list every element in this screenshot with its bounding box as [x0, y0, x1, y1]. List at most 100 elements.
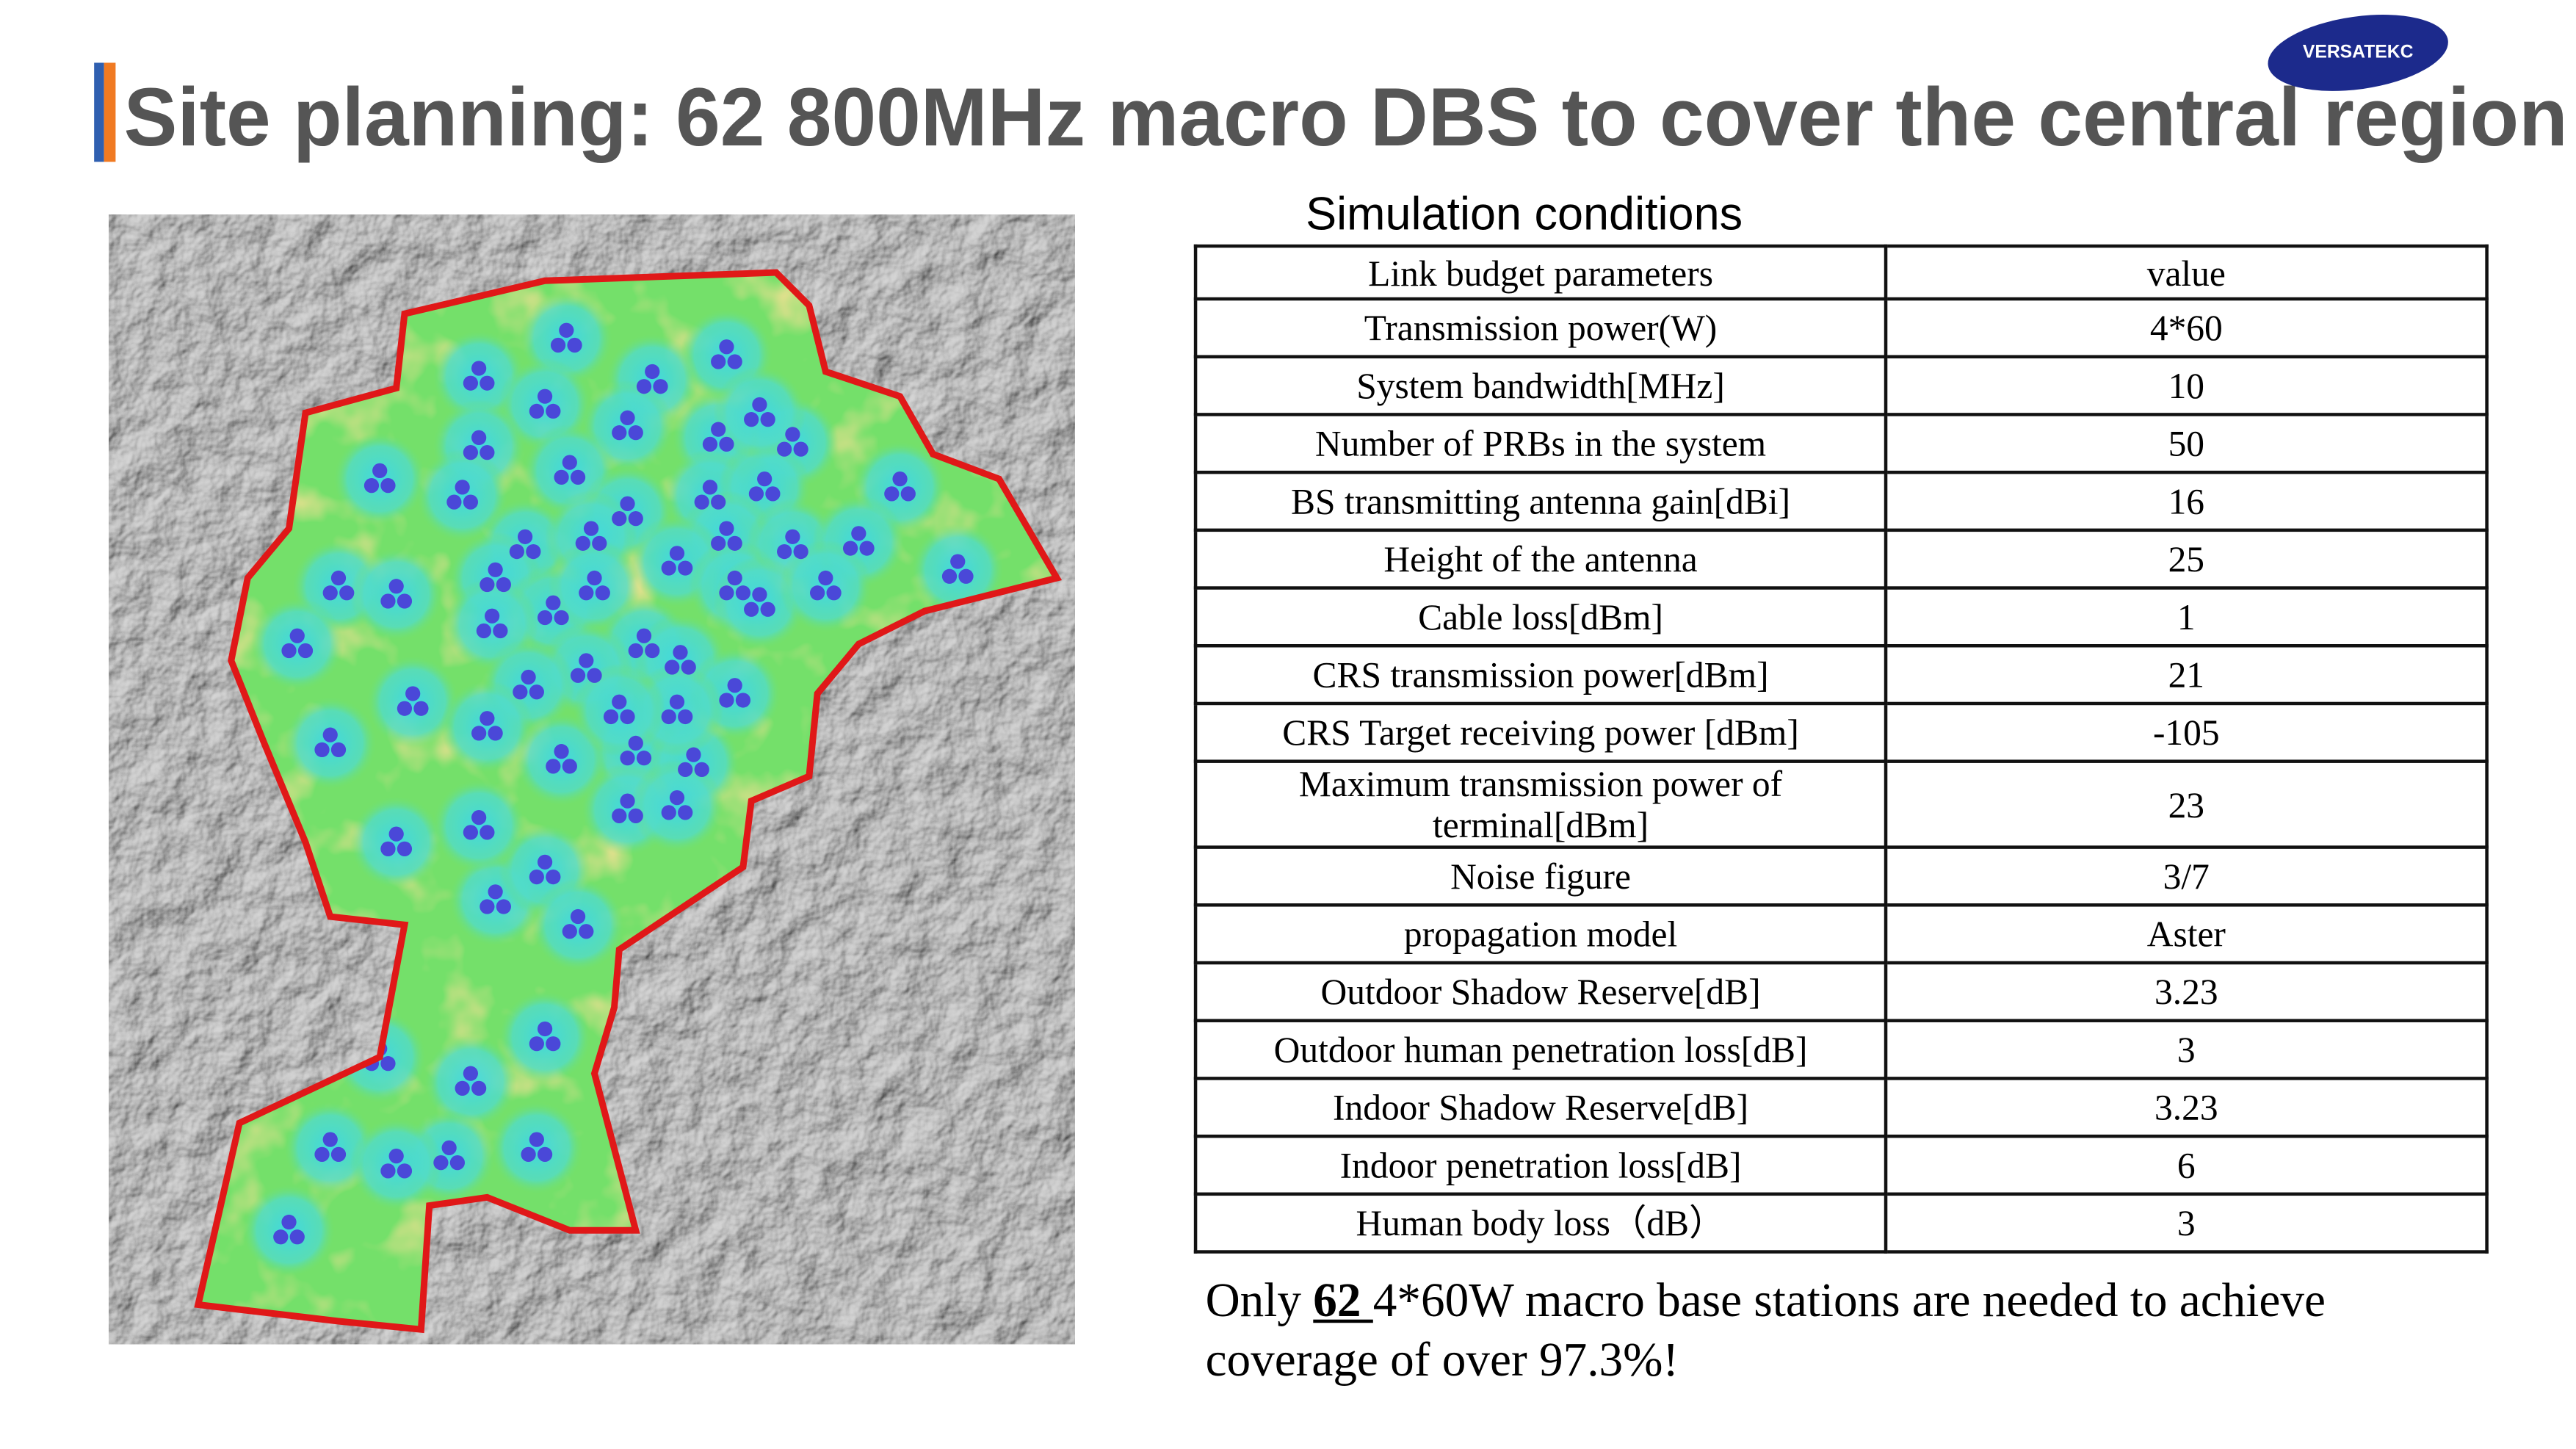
site-marker	[777, 529, 808, 560]
coverage-zone	[333, 433, 427, 526]
site-marker	[612, 793, 643, 823]
site-marker	[628, 628, 660, 659]
row: Cable loss[dBm] 1	[1193, 586, 2489, 648]
site-marker	[661, 790, 693, 820]
coverage-zone	[350, 548, 443, 641]
site-marker	[455, 1066, 487, 1096]
highlight: 62	[1313, 1275, 1373, 1328]
cell: propagation model	[1193, 903, 1888, 965]
row: Human body loss（dB） 3	[1193, 1192, 2489, 1254]
cell: System bandwidth[MHz]	[1193, 355, 1888, 416]
logo-text: VERSATEKC	[2303, 43, 2414, 62]
cell: 3/7	[1884, 845, 2489, 907]
row: Height of the antenna 25	[1193, 528, 2489, 590]
site-marker	[314, 1132, 347, 1162]
parameters-table: Link budget parameters value Transmission …	[1193, 244, 2489, 1254]
site-marker	[529, 1021, 561, 1052]
site-marker	[363, 463, 396, 494]
site-marker	[322, 570, 355, 601]
site-marker	[678, 747, 709, 778]
row: CRS Target receiving power [dBm] -105	[1193, 701, 2489, 763]
site-marker	[476, 608, 508, 639]
coverage-map	[109, 214, 1075, 1345]
coverage-zone	[416, 449, 509, 542]
cell: Aster	[1884, 903, 2489, 965]
site-marker	[661, 694, 693, 725]
cell: Outdoor human penetration loss[dB]	[1193, 1019, 1888, 1080]
text: Only	[1205, 1275, 1314, 1328]
cell: 1	[1884, 586, 2489, 648]
site-marker	[471, 711, 503, 741]
site-marker	[550, 322, 582, 353]
site-marker	[570, 653, 602, 683]
site-marker	[661, 546, 693, 576]
coverage-zone	[242, 1184, 336, 1277]
site-marker	[620, 735, 652, 766]
site-marker	[273, 1214, 305, 1245]
cell: CRS Target receiving power [dBm]	[1193, 701, 1888, 763]
cell: Height of the antenna	[1193, 528, 1888, 590]
site-marker	[562, 908, 594, 939]
site-marker	[579, 570, 610, 601]
logo	[2268, 15, 2448, 91]
cell: Cable loss[dBm]	[1193, 586, 1888, 648]
cell: Link budget parameters	[1193, 244, 1888, 301]
row: Noise figure 3/7	[1193, 845, 2489, 907]
site-marker	[281, 628, 314, 659]
site-marker	[463, 361, 495, 391]
cell: Outdoor Shadow Reserve[dB]	[1193, 961, 1888, 1022]
cell: CRS transmission power[dBm]	[1193, 644, 1888, 706]
site-marker	[694, 480, 726, 510]
cell: Maximum transmission power of terminal[d…	[1193, 759, 1888, 849]
site-marker	[744, 397, 775, 427]
coverage-zone	[911, 523, 1005, 616]
coverage-zone	[779, 540, 872, 633]
coverage-zone	[441, 680, 534, 773]
row: Maximum transmission power of terminal[d…	[1193, 759, 2489, 849]
site-marker	[463, 430, 495, 460]
site-marker	[711, 521, 742, 551]
row: Transmission power(W) 4*60	[1193, 297, 2489, 358]
table-caption: Simulation conditions	[1306, 188, 1743, 240]
accent-bar	[104, 62, 116, 162]
site-marker	[719, 678, 751, 708]
cell: 16	[1884, 470, 2489, 532]
site-marker	[702, 422, 734, 452]
site-marker	[513, 669, 544, 700]
row: System bandwidth[MHz] 10	[1193, 355, 2489, 416]
site-marker	[380, 1148, 413, 1179]
cell: Indoor penetration loss[dB]	[1193, 1134, 1888, 1196]
site-marker	[575, 521, 607, 551]
coverage-zone	[713, 366, 806, 460]
coverage-zone	[283, 696, 377, 789]
cell: 3	[1884, 1019, 2489, 1080]
coverage-zone	[350, 795, 443, 889]
coverage-zone	[499, 991, 592, 1084]
site-marker	[480, 562, 511, 593]
site-marker	[809, 570, 842, 601]
cell: Indoor Shadow Reserve[dB]	[1193, 1077, 1888, 1138]
header-row: Link budget parameters value	[1193, 244, 2489, 301]
site-marker	[546, 744, 577, 774]
cell: 3	[1884, 1192, 2489, 1254]
cell: Noise figure	[1193, 845, 1888, 907]
coverage-zone	[490, 1101, 583, 1194]
site-marker	[446, 480, 479, 510]
site-marker	[744, 587, 775, 617]
row: BS transmitting antenna gain[dBi] 16	[1193, 470, 2489, 532]
cell: 3.23	[1884, 1077, 2489, 1138]
cell: BS transmitting antenna gain[dBi]	[1193, 470, 1888, 532]
site-marker	[480, 884, 511, 914]
coverage-zone	[573, 663, 666, 756]
site-marker	[842, 526, 875, 556]
site-marker	[314, 727, 347, 758]
cell: 23	[1884, 759, 2489, 849]
cell: 3.23	[1884, 961, 2489, 1022]
accent-bar	[94, 62, 104, 162]
site-marker	[509, 529, 541, 560]
site-marker	[941, 554, 974, 584]
site-marker	[603, 694, 635, 725]
coverage-zone	[366, 655, 460, 748]
